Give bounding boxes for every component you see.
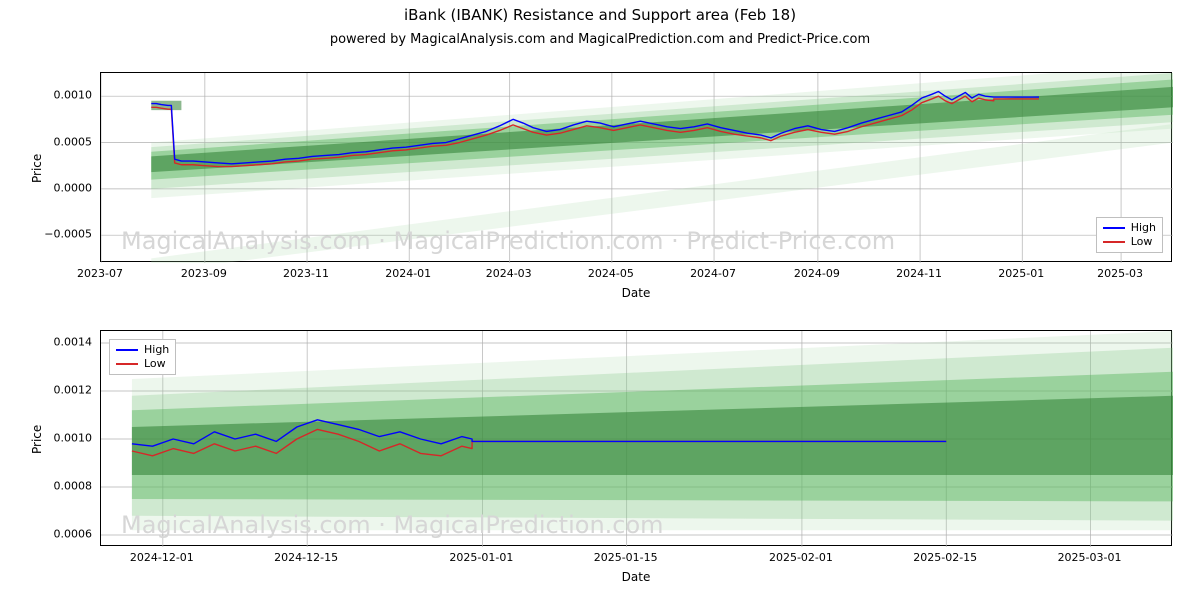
xtick-label: 2023-11: [283, 267, 329, 280]
chart-top-svg: [101, 73, 1173, 263]
legend-item-low: Low: [116, 357, 169, 371]
xtick-label: 2024-07: [690, 267, 736, 280]
legend-bottom: High Low: [109, 339, 176, 375]
xtick-label: 2025-02-01: [769, 551, 833, 564]
chart-top: MagicalAnalysis.com · MagicalPrediction.…: [100, 72, 1172, 262]
legend-label-low: Low: [144, 357, 166, 371]
xtick-label: 2024-12-01: [130, 551, 194, 564]
xlabel-top: Date: [100, 286, 1172, 300]
xtick-label: 2024-11: [896, 267, 942, 280]
chart-bottom: MagicalAnalysis.com · MagicalPrediction.…: [100, 330, 1172, 546]
xtick-label: 2025-01-15: [594, 551, 658, 564]
xtick-label: 2024-05: [588, 267, 634, 280]
page-subtitle: powered by MagicalAnalysis.com and Magic…: [0, 32, 1200, 47]
ytick-label: −0.0005: [42, 228, 92, 241]
xtick-label: 2023-07: [77, 267, 123, 280]
xtick-label: 2025-03-01: [1058, 551, 1122, 564]
legend-label-high: High: [144, 343, 169, 357]
ytick-label: 0.0014: [42, 336, 92, 349]
xtick-label: 2024-12-15: [274, 551, 338, 564]
ytick-label: 0.0012: [42, 384, 92, 397]
xtick-label: 2024-03: [486, 267, 532, 280]
legend-swatch-low: [1103, 241, 1125, 243]
ytick-label: 0.0006: [42, 528, 92, 541]
xtick-label: 2024-01: [385, 267, 431, 280]
chart-bottom-svg: [101, 331, 1173, 547]
legend-swatch-high: [1103, 227, 1125, 229]
ytick-label: 0.0010: [42, 89, 92, 102]
page-title: iBank (IBANK) Resistance and Support are…: [0, 6, 1200, 24]
ytick-label: 0.0010: [42, 432, 92, 445]
xtick-label: 2025-03: [1097, 267, 1143, 280]
legend-label-low: Low: [1131, 235, 1153, 249]
legend-swatch-high: [116, 349, 138, 351]
legend-top: High Low: [1096, 217, 1163, 253]
xlabel-bottom: Date: [100, 570, 1172, 584]
xtick-label: 2025-01-01: [449, 551, 513, 564]
ytick-label: 0.0008: [42, 480, 92, 493]
xtick-label: 2024-09: [794, 267, 840, 280]
xtick-label: 2025-01: [998, 267, 1044, 280]
figure: iBank (IBANK) Resistance and Support are…: [0, 0, 1200, 600]
xtick-label: 2025-02-15: [913, 551, 977, 564]
legend-swatch-low: [116, 363, 138, 365]
legend-item-low: Low: [1103, 235, 1156, 249]
ytick-label: 0.0005: [42, 135, 92, 148]
ylabel-top: Price: [30, 154, 44, 183]
legend-label-high: High: [1131, 221, 1156, 235]
legend-item-high: High: [1103, 221, 1156, 235]
ytick-label: 0.0000: [42, 181, 92, 194]
legend-item-high: High: [116, 343, 169, 357]
xtick-label: 2023-09: [181, 267, 227, 280]
